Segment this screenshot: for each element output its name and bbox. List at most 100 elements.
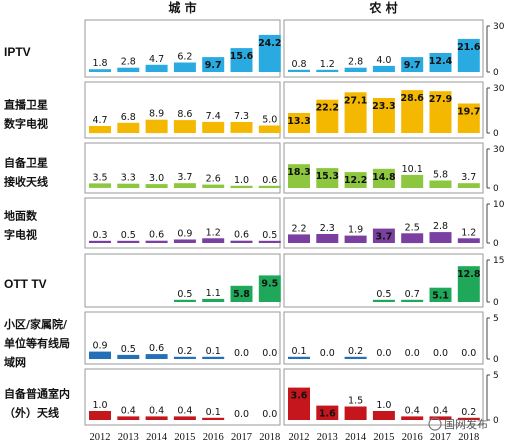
value-label-community-cable-urban-2012: 0.9 bbox=[92, 341, 107, 352]
bar-terrestrial-digital-tv-urban-2017 bbox=[230, 240, 253, 243]
bar-community-cable-urban-2012 bbox=[89, 351, 111, 359]
value-label-satellite-digital-tv-urban-2017: 7.3 bbox=[234, 111, 249, 122]
bar-community-cable-urban-2014 bbox=[145, 354, 168, 359]
year-label-rural-2013: 2013 bbox=[317, 432, 338, 443]
bar-iptv-urban-2014 bbox=[145, 64, 168, 72]
value-label-iptv-urban-2016: 9.7 bbox=[205, 60, 222, 71]
year-label-rural-2012: 2012 bbox=[289, 432, 310, 443]
bar-terrestrial-digital-tv-rural-2013 bbox=[316, 234, 339, 243]
value-label-indoor-antenna-rural-2014: 1.5 bbox=[348, 396, 363, 407]
value-label-iptv-rural-2015: 4.0 bbox=[376, 55, 391, 66]
year-label-rural-2016: 2016 bbox=[402, 432, 423, 443]
value-label-iptv-rural-2018: 21.6 bbox=[457, 42, 481, 53]
bar-self-satellite-rural-2012 bbox=[288, 164, 310, 188]
value-label-indoor-antenna-rural-2018: 0.2 bbox=[461, 407, 476, 418]
y-tick-label-ott-tv-0: 0 bbox=[493, 298, 499, 308]
year-label-urban-2013: 2013 bbox=[118, 432, 139, 443]
bar-ott-tv-rural-2016 bbox=[401, 299, 424, 302]
bar-indoor-antenna-rural-2017 bbox=[429, 416, 452, 420]
bar-self-satellite-urban-2015 bbox=[173, 183, 196, 188]
value-label-satellite-digital-tv-rural-2014: 27.1 bbox=[344, 95, 367, 106]
value-label-iptv-urban-2012: 1.8 bbox=[92, 58, 107, 69]
value-label-satellite-digital-tv-urban-2016: 7.4 bbox=[206, 111, 221, 122]
bar-community-cable-urban-2013 bbox=[117, 354, 140, 359]
row-label-community-cable: 域网 bbox=[4, 355, 26, 369]
value-label-self-satellite-urban-2012: 3.5 bbox=[92, 172, 107, 183]
watermark-text: 国网发布 bbox=[444, 417, 488, 431]
value-label-satellite-digital-tv-urban-2014: 8.9 bbox=[149, 109, 164, 120]
value-label-community-cable-urban-2013: 0.5 bbox=[121, 344, 136, 355]
year-label-urban-2012: 2012 bbox=[90, 432, 111, 443]
bar-iptv-urban-2018 bbox=[258, 34, 281, 72]
bar-terrestrial-digital-tv-rural-2018 bbox=[457, 238, 480, 243]
bar-iptv-rural-2017 bbox=[429, 53, 452, 72]
bar-satellite-digital-tv-rural-2018 bbox=[457, 103, 480, 133]
bar-iptv-rural-2015 bbox=[372, 65, 395, 72]
year-label-rural-2017: 2017 bbox=[430, 432, 451, 443]
y-tick-label-community-cable-0: 0 bbox=[493, 355, 499, 365]
bar-indoor-antenna-rural-2015 bbox=[372, 411, 395, 420]
value-label-self-satellite-rural-2012: 18.3 bbox=[287, 167, 310, 178]
bar-iptv-urban-2013 bbox=[117, 67, 140, 72]
value-label-terrestrial-digital-tv-rural-2015: 3.7 bbox=[375, 232, 392, 243]
value-label-terrestrial-digital-tv-urban-2018: 0.5 bbox=[262, 230, 277, 241]
bar-satellite-digital-tv-rural-2017 bbox=[429, 91, 452, 133]
value-label-terrestrial-digital-tv-rural-2016: 2.5 bbox=[405, 222, 420, 233]
bar-satellite-digital-tv-urban-2016 bbox=[202, 121, 225, 133]
bar-ott-tv-urban-2018 bbox=[258, 275, 281, 302]
panel-frames bbox=[84, 19, 490, 426]
bar-self-satellite-rural-2017 bbox=[429, 180, 452, 188]
bar-indoor-antenna-rural-2014 bbox=[344, 406, 367, 420]
value-label-community-cable-urban-2015: 0.2 bbox=[177, 346, 192, 357]
value-label-indoor-antenna-rural-2015: 1.0 bbox=[376, 400, 391, 411]
bar-iptv-rural-2014 bbox=[344, 67, 367, 72]
row-label-iptv: IPTV bbox=[4, 45, 31, 59]
bar-terrestrial-digital-tv-urban-2015 bbox=[173, 239, 196, 243]
value-label-iptv-urban-2014: 4.7 bbox=[149, 54, 164, 65]
row-label-ott-tv: OTT TV bbox=[4, 277, 47, 291]
watermark: 国网发布 bbox=[428, 417, 488, 431]
bar-ott-tv-rural-2018 bbox=[457, 266, 480, 302]
value-label-satellite-digital-tv-urban-2015: 8.6 bbox=[177, 109, 192, 120]
bar-community-cable-rural-2012 bbox=[288, 356, 310, 359]
value-label-indoor-antenna-urban-2016: 0.1 bbox=[206, 407, 221, 418]
row-label-indoor-antenna: 自备普通室内 bbox=[4, 387, 70, 401]
bars-layer bbox=[89, 34, 480, 420]
bar-indoor-antenna-urban-2013 bbox=[117, 416, 140, 420]
bar-self-satellite-rural-2016 bbox=[401, 174, 424, 188]
value-label-community-cable-rural-2016: 0.0 bbox=[405, 348, 420, 359]
value-label-community-cable-urban-2014: 0.6 bbox=[149, 343, 164, 354]
year-label-urban-2017: 2017 bbox=[231, 432, 252, 443]
value-label-iptv-urban-2018: 24.2 bbox=[258, 38, 281, 49]
bar-self-satellite-urban-2014 bbox=[145, 184, 168, 188]
value-label-community-cable-rural-2018: 0.0 bbox=[461, 348, 476, 359]
year-label-rural-2018: 2018 bbox=[458, 432, 479, 443]
value-label-satellite-digital-tv-rural-2015: 23.3 bbox=[372, 101, 395, 112]
value-label-iptv-rural-2012: 0.8 bbox=[291, 59, 306, 70]
bar-indoor-antenna-urban-2015 bbox=[173, 416, 196, 420]
row-label-self-satellite: 自备卫星 bbox=[4, 156, 48, 170]
bar-ott-tv-rural-2017 bbox=[429, 287, 452, 302]
value-label-community-cable-rural-2012: 0.1 bbox=[291, 346, 306, 357]
bar-satellite-digital-tv-rural-2015 bbox=[372, 98, 395, 133]
row-label-terrestrial-digital-tv: 地面数 bbox=[4, 209, 38, 223]
value-label-ott-tv-urban-2016: 1.1 bbox=[206, 288, 221, 299]
bar-ott-tv-urban-2016 bbox=[202, 298, 225, 302]
panel-frame-community-cable-rural bbox=[283, 311, 484, 365]
value-label-community-cable-urban-2017: 0.0 bbox=[234, 348, 249, 359]
value-label-terrestrial-digital-tv-urban-2017: 0.6 bbox=[234, 230, 249, 241]
value-label-indoor-antenna-urban-2012: 1.0 bbox=[92, 400, 107, 411]
row-label-community-cable: 小区/家属院/ bbox=[3, 317, 68, 331]
value-label-indoor-antenna-urban-2014: 0.4 bbox=[149, 405, 164, 416]
bar-self-satellite-urban-2013 bbox=[117, 183, 140, 188]
y-tick-label-self-satellite-30: 30 bbox=[493, 145, 505, 155]
bar-satellite-digital-tv-urban-2014 bbox=[145, 119, 168, 134]
y-tick-label-indoor-antenna-0: 0 bbox=[493, 416, 499, 426]
value-label-ott-tv-rural-2015: 0.5 bbox=[376, 289, 391, 300]
bar-self-satellite-urban-2012 bbox=[89, 183, 111, 188]
bar-self-satellite-rural-2015 bbox=[372, 168, 395, 188]
y-tick-label-ott-tv-15: 15 bbox=[493, 256, 504, 266]
value-label-iptv-rural-2017: 12.4 bbox=[429, 56, 453, 67]
bar-terrestrial-digital-tv-urban-2012 bbox=[89, 240, 111, 243]
year-label-urban-2014: 2014 bbox=[146, 432, 168, 443]
